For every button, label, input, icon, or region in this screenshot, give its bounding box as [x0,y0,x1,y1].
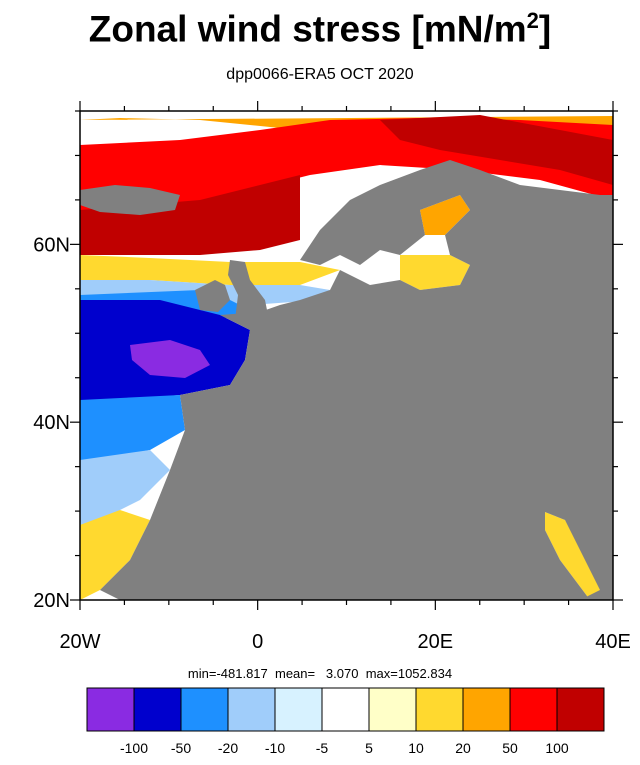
colorbar-box [133,687,182,732]
colorbar-box [227,687,276,732]
chart-title: Zonal wind stress [mN/m2] [88,8,552,50]
colorbar-box [274,687,323,732]
wind-stress-baltic-20 [400,255,470,290]
colorbar-label: 50 [502,740,518,756]
colorbar-label: -5 [316,740,329,756]
wind-stress-canary-20 [80,510,150,600]
wind-stress-redsea-20 [545,512,605,600]
y-tick-label: 20N [33,590,70,612]
map-axes: 20W 0 20E 40E 20N 40N 60N [33,101,631,653]
land-ireland [195,280,230,312]
land-iceland [80,185,180,215]
wind-stress-canary-neg10 [80,450,170,525]
y-tick-label: 40N [33,412,70,434]
wind-stress-biscay-neg100 [130,340,210,378]
x-tick-label: 20W [59,631,100,653]
x-tick-label: 20E [418,631,454,653]
map-field [80,111,613,600]
colorbar-box [180,687,229,732]
wind-stress-band-gt100-east [380,115,613,185]
colorbar-box [368,687,417,732]
land-great-britain [228,260,270,330]
wind-stress-band-gt100-west [80,175,300,255]
colorbar-box [321,687,370,732]
x-tick-label: 40E [595,631,631,653]
colorbar-label: 20 [455,740,471,756]
colorbar-label: 5 [365,740,373,756]
y-tick-label: 60N [33,234,70,256]
colorbar-box [86,687,135,732]
colorbar-label: -50 [171,740,191,756]
field-statistics: min=-481.817 mean= 3.070 max=1052.834 [187,666,453,681]
land-continent [100,160,613,600]
colorbar-box [415,687,464,732]
wind-stress-band-20 [80,255,340,285]
colorbar-label: -100 [120,740,148,756]
chart-subtitle: dpp0066-ERA5 OCT 2020 [226,66,414,83]
wind-stress-iberia-neg20 [80,395,185,460]
colorbar-label: 10 [408,740,424,756]
colorbar: -100 -50 -20 -10 -5 5 10 20 50 100 [86,687,605,756]
colorbar-label: -10 [265,740,285,756]
x-tick-label: 0 [252,631,263,653]
colorbar-label: -20 [218,740,238,756]
colorbar-box [556,687,605,732]
colorbar-box [509,687,558,732]
colorbar-box [462,687,511,732]
wind-stress-bothnia-50 [420,195,470,235]
colorbar-label: 100 [545,740,569,756]
